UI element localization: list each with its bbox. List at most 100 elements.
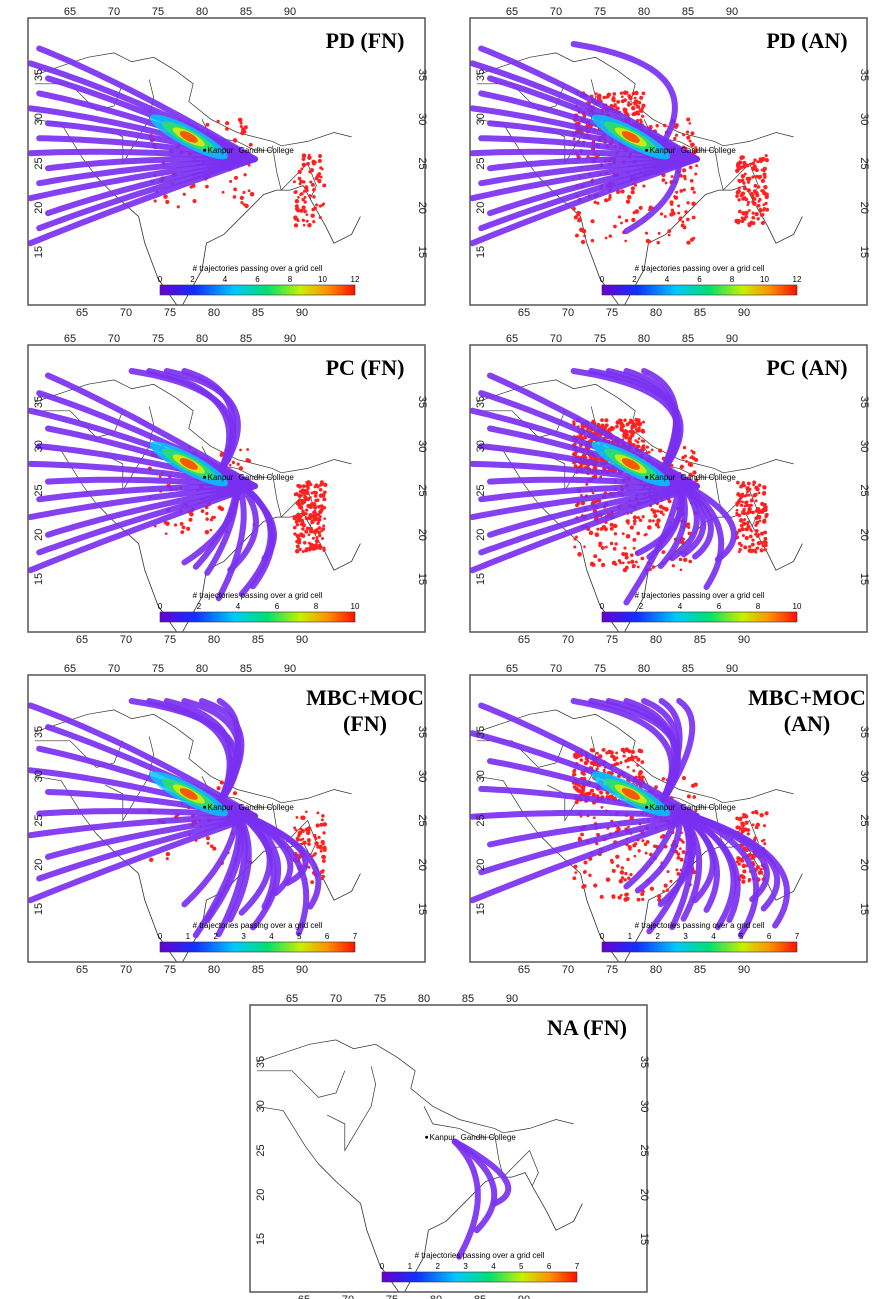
red-point <box>738 518 744 523</box>
lon-tick-label: 90 <box>726 333 738 345</box>
red-point <box>737 817 743 822</box>
red-point <box>688 165 693 170</box>
trajectory <box>234 808 277 910</box>
site-label: Gandhi College <box>239 803 295 812</box>
red-point <box>205 122 210 127</box>
red-point <box>641 103 646 108</box>
colorbar-tick-label: 5 <box>519 1262 524 1271</box>
trajectory <box>478 813 700 876</box>
red-point <box>752 189 757 193</box>
red-point <box>296 219 300 223</box>
red-point <box>307 827 311 832</box>
site-marker <box>425 1135 429 1139</box>
colorbar-tick-label: 2 <box>639 602 644 611</box>
red-point <box>686 117 691 122</box>
trajectory <box>181 368 237 476</box>
map-frame <box>27 674 426 963</box>
red-point <box>757 483 762 488</box>
lat-tick-label: 35 <box>475 726 487 738</box>
trajectory <box>676 808 741 923</box>
red-point <box>301 157 306 161</box>
red-point <box>607 427 612 432</box>
red-point <box>634 427 638 431</box>
red-point <box>642 184 646 188</box>
red-point <box>624 555 629 560</box>
trajectory <box>487 483 700 538</box>
red-point <box>762 203 766 207</box>
red-point <box>744 527 748 531</box>
red-point <box>686 240 691 245</box>
red-point <box>757 491 761 495</box>
red-point <box>690 449 694 453</box>
red-point <box>164 532 168 535</box>
red-point <box>307 223 312 228</box>
red-point <box>322 497 327 502</box>
red-point <box>620 866 624 870</box>
red-point <box>312 195 316 199</box>
red-point <box>302 223 306 227</box>
red-point <box>320 505 325 510</box>
red-point <box>758 159 763 163</box>
site-label: Kanpur <box>650 473 676 482</box>
red-point <box>243 173 247 177</box>
lat-tick-label: 15 <box>858 903 870 915</box>
red-point <box>764 158 769 163</box>
red-point <box>598 543 602 548</box>
map-frame <box>249 1004 648 1293</box>
red-point <box>316 811 320 815</box>
red-point <box>301 218 305 222</box>
red-point <box>659 510 664 515</box>
red-point <box>686 794 691 799</box>
red-point <box>225 121 230 126</box>
lon-tick-label: 90 <box>284 6 296 18</box>
red-point <box>293 223 299 228</box>
lat-tick-label: 35 <box>33 396 45 408</box>
red-point <box>609 771 614 776</box>
lon-tick-label: 75 <box>164 964 176 976</box>
lat-tick-label: 25 <box>416 484 428 496</box>
red-point <box>599 790 604 795</box>
red-point <box>315 516 320 522</box>
red-point <box>590 561 594 566</box>
colorbar-tick-label: 3 <box>463 1262 468 1271</box>
colorbar-tick-label: 6 <box>275 602 280 611</box>
red-point <box>741 534 745 538</box>
red-point <box>297 484 303 489</box>
red-point <box>682 174 687 179</box>
border <box>327 1066 376 1152</box>
lon-tick-label: 80 <box>208 964 220 976</box>
red-point <box>759 213 764 217</box>
red-point <box>579 463 583 467</box>
red-point <box>685 460 689 464</box>
lat-tick-label: 25 <box>858 484 870 496</box>
red-point <box>652 844 657 848</box>
red-point <box>632 515 638 520</box>
trajectory <box>28 813 258 904</box>
red-point <box>666 870 670 874</box>
red-point <box>637 418 641 422</box>
red-point <box>309 168 315 173</box>
site-label: Gandhi College <box>461 1133 517 1142</box>
red-point <box>689 237 694 242</box>
red-point <box>242 203 246 206</box>
red-point <box>676 852 681 856</box>
trajectory <box>45 372 258 490</box>
red-point <box>754 211 759 217</box>
red-point <box>243 130 247 134</box>
red-point <box>319 482 324 487</box>
red-point <box>629 873 633 877</box>
red-point <box>295 500 301 506</box>
red-point <box>573 864 578 869</box>
red-point <box>687 526 691 530</box>
red-point <box>578 217 582 221</box>
lat-tick-label: 25 <box>33 814 45 826</box>
site-label: Kanpur <box>208 146 234 155</box>
red-point <box>301 549 305 553</box>
red-point <box>623 878 627 882</box>
colorbar-label: # trajectories passing over a grid cell <box>415 1251 545 1260</box>
red-point <box>694 478 699 483</box>
red-point <box>165 857 169 861</box>
red-point <box>312 517 317 522</box>
red-point <box>645 238 651 244</box>
red-point <box>228 463 232 467</box>
